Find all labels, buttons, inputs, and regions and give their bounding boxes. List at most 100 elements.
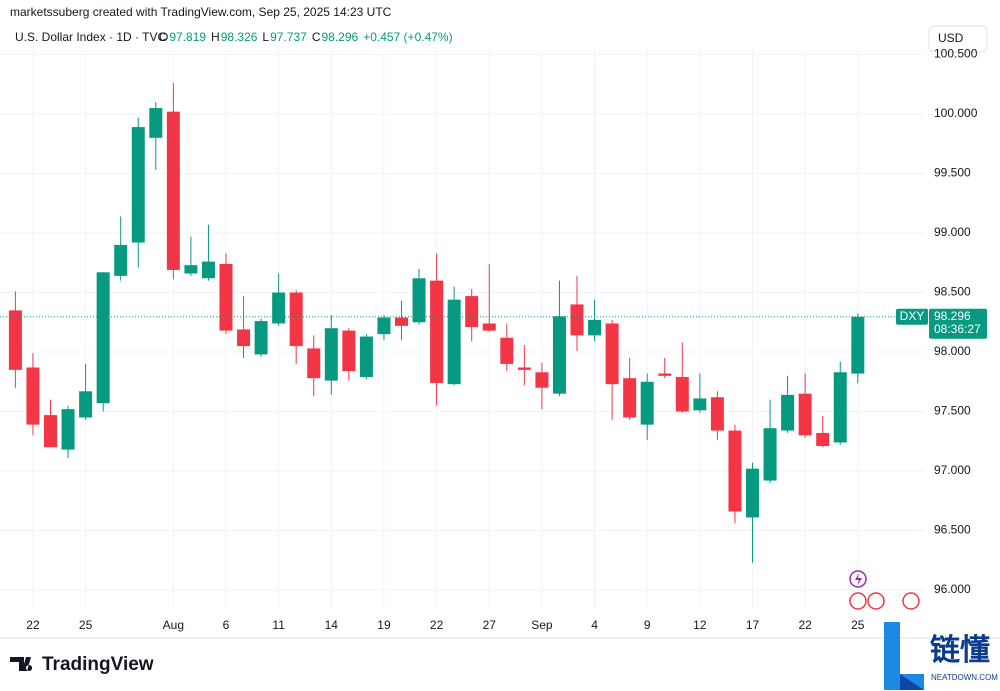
ohlc-value: 98.326 [221, 30, 258, 44]
event-bolt [855, 573, 862, 586]
candle-body [324, 328, 338, 381]
candle-body [237, 329, 251, 347]
event-flag[interactable] [902, 592, 920, 610]
event-flag[interactable] [849, 592, 867, 610]
candle-body [746, 468, 759, 518]
candle-body [26, 367, 40, 425]
x-tick-label: 22 [26, 618, 40, 632]
y-tick-label: 100.000 [934, 106, 978, 120]
x-tick-label: 27 [483, 618, 497, 632]
candle-body [535, 372, 549, 388]
x-tick-label: 11 [272, 618, 285, 632]
x-tick-label: 22 [430, 618, 444, 632]
candle-body [79, 391, 93, 418]
candle-body [465, 296, 479, 328]
ohlc-key: H [211, 30, 220, 44]
y-tick-label: 100.500 [934, 47, 978, 61]
y-tick-label: 96.000 [934, 582, 971, 596]
watermark-name: 链懂 [930, 633, 990, 667]
y-tick-label: 98.500 [934, 285, 971, 299]
ohlc-legend: O 97.819 H 98.326 L 97.737 C 98.296 +0.457 (+0.4… [159, 30, 453, 44]
candle-body [44, 415, 57, 448]
y-tick-label: 96.500 [934, 523, 971, 537]
x-tick-label: 6 [223, 618, 230, 632]
y-tick-label: 99.500 [934, 166, 971, 180]
candle-body [552, 316, 566, 394]
candle-body [851, 316, 865, 374]
x-tick-label: 25 [851, 618, 865, 632]
y-tick-label: 97.000 [934, 463, 971, 477]
attribution: marketssuberg created with TradingView.c… [10, 5, 392, 19]
candle-body [623, 378, 637, 418]
candle-body [307, 348, 321, 379]
candle-body [96, 272, 110, 404]
candle-body [8, 310, 22, 370]
candle-body [219, 263, 233, 331]
change: +0.457 (+0.47%) [363, 30, 452, 44]
brand: TradingView [42, 654, 154, 675]
candle-body [833, 372, 847, 443]
watermark-logo-shade [900, 674, 924, 690]
x-tick-label: 4 [591, 618, 598, 632]
candle-body [500, 337, 514, 364]
tag-price: 98.296 [934, 309, 971, 323]
candle-body [482, 323, 496, 331]
candle-body [605, 323, 619, 385]
candle-body [272, 292, 286, 324]
candles [0, 83, 925, 563]
x-tick-label: 12 [693, 618, 707, 632]
axes: 96.000 96.500 97.000 97.500 98.000 98.500 99.0… [26, 47, 977, 632]
candle-body [412, 278, 426, 323]
tag-countdown: 08:36:27 [934, 322, 981, 336]
candle-body [61, 409, 75, 450]
candle-body [131, 127, 145, 243]
ohlc-value: 97.819 [169, 30, 206, 44]
x-tick-label: 9 [644, 618, 651, 632]
candle-body [149, 108, 163, 138]
candle-body [395, 317, 408, 326]
candle-body [640, 381, 654, 425]
currency[interactable]: USD [938, 31, 964, 45]
tag-symbol-bg [896, 308, 928, 325]
candle-body [816, 432, 830, 447]
candle-body [798, 393, 812, 436]
y-tick-label: 97.500 [934, 404, 971, 418]
watermark-logo [884, 622, 924, 690]
tag-price-bg [929, 308, 987, 339]
candle-body [710, 397, 724, 431]
event-flag[interactable] [867, 592, 885, 610]
candle-body [114, 244, 128, 276]
ohlc-value: 97.737 [270, 30, 307, 44]
ohlc-value: 98.296 [321, 30, 358, 44]
candle-body [728, 430, 742, 512]
candle-body [781, 394, 795, 431]
candle-body [693, 398, 707, 411]
x-tick-label: Aug [163, 618, 184, 632]
header-bg [0, 0, 1000, 50]
candle-body [289, 292, 303, 347]
candle-body [184, 265, 198, 274]
candle-body [377, 317, 391, 335]
watermark-site: NEATDOWN.COM [931, 673, 998, 682]
candle-body [658, 373, 672, 376]
x-tick-label: 14 [325, 618, 339, 632]
candle-body [588, 319, 602, 336]
candle-body [675, 377, 689, 412]
candle-body [570, 304, 584, 336]
ohlc-key: O [159, 30, 168, 44]
candle-body [763, 428, 777, 481]
candle-body [430, 280, 444, 383]
symbol: U.S. Dollar Index · 1D · TVC [15, 30, 166, 44]
ohlc-key: L [262, 30, 269, 44]
candle-body [201, 261, 215, 279]
x-tick-label: 22 [798, 618, 812, 632]
candle-body [359, 336, 373, 378]
candle-body [166, 111, 180, 270]
candle-body [517, 367, 531, 370]
candle-body [342, 330, 356, 372]
currency-button[interactable] [928, 25, 988, 53]
y-tick-label: 98.000 [934, 344, 971, 358]
x-tick-label: 17 [746, 618, 760, 632]
